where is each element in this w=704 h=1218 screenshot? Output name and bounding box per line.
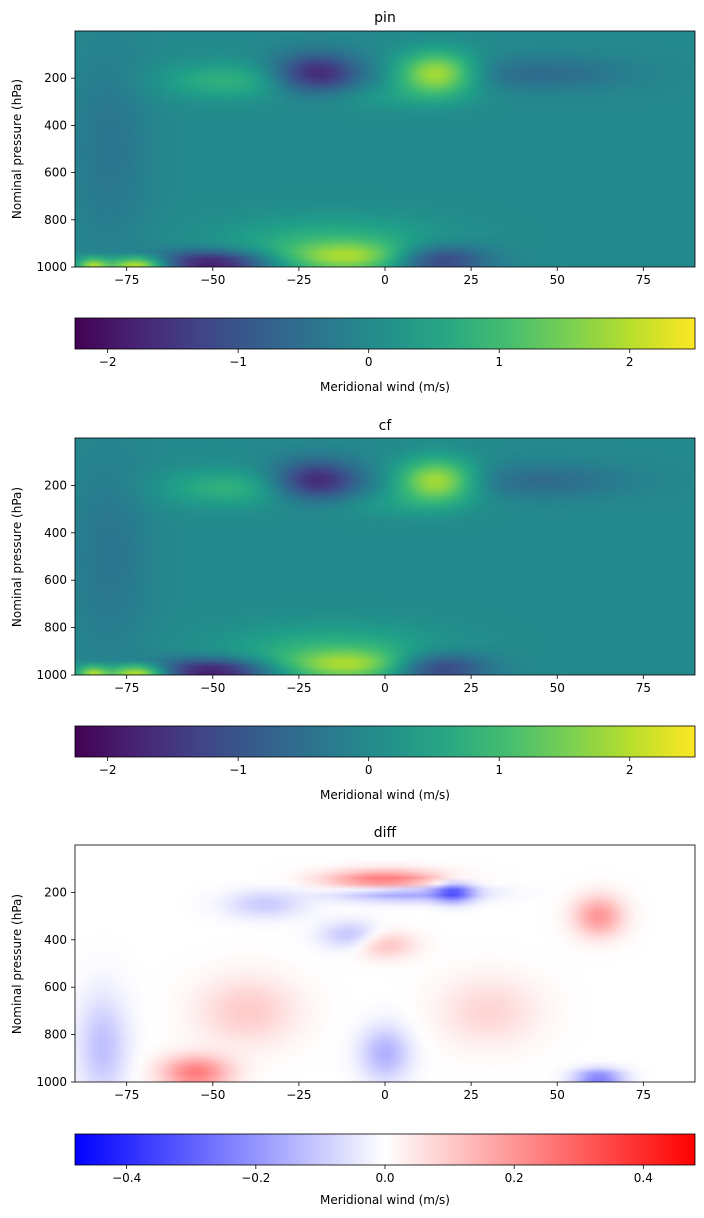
x-tick-label: −25 <box>286 681 311 695</box>
axis-ticks: −75 −50 −25 0 25 50 75 200 400 600 800 1000 <box>36 478 651 695</box>
y-axis-label: Nominal pressure (hPa) <box>10 487 24 627</box>
colorbar-label: Meridional wind (m/s) <box>320 380 450 394</box>
y-tick-label: 1000 <box>36 1075 67 1089</box>
x-tick-label: 25 <box>463 681 478 695</box>
axis-ticks: −75 −50 −25 0 25 50 75 200 400 600 800 1000 <box>36 71 651 287</box>
y-tick-label: 200 <box>44 71 67 85</box>
colorbar-ticks: −2 −1 0 1 2 <box>99 757 634 777</box>
colorbar-ticks: −2 −1 0 1 2 <box>99 349 634 369</box>
x-tick-label: −75 <box>114 1088 139 1102</box>
colorbar-tick-label: −1 <box>229 355 247 369</box>
x-tick-label: 50 <box>550 681 565 695</box>
panel-pin: pin Nominal pressure (hPa) −75 −50 −25 0 25 5… <box>10 10 696 394</box>
x-tick-label: −25 <box>286 273 311 287</box>
colorbar-label: Meridional wind (m/s) <box>320 788 450 802</box>
colorbar <box>74 317 696 350</box>
x-tick-label: 75 <box>636 1088 651 1102</box>
colorbar-tick-label: 1 <box>495 763 503 777</box>
colorbar-tick-label: −0.2 <box>241 1171 270 1185</box>
heatmap-image <box>75 31 695 267</box>
heatmap-image <box>75 845 695 1082</box>
colorbar-tick-label: 0.4 <box>634 1171 653 1185</box>
colorbar-ticks: −0.4 −0.2 0.0 0.2 0.4 <box>112 1165 653 1185</box>
x-tick-label: 50 <box>550 1088 565 1102</box>
x-tick-label: 25 <box>463 1088 478 1102</box>
y-tick-label: 800 <box>44 621 67 635</box>
colorbar-label: Meridional wind (m/s) <box>320 1193 450 1207</box>
chart-title: diff <box>374 825 397 841</box>
y-tick-label: 400 <box>44 118 67 132</box>
x-tick-label: 0 <box>381 1088 389 1102</box>
x-tick-label: 0 <box>381 273 389 287</box>
colorbar-tick-label: 2 <box>626 355 634 369</box>
colorbar-tick-label: 0 <box>365 355 373 369</box>
axis-ticks: −75 −50 −25 0 25 50 75 200 400 600 800 1000 <box>36 885 651 1102</box>
y-axis-label: Nominal pressure (hPa) <box>10 79 24 219</box>
x-tick-label: 75 <box>636 273 651 287</box>
x-tick-label: −25 <box>286 1088 311 1102</box>
x-tick-label: 75 <box>636 681 651 695</box>
y-tick-label: 600 <box>44 980 67 994</box>
y-tick-label: 200 <box>44 478 67 492</box>
x-tick-label: −50 <box>200 681 225 695</box>
chart-title: cf <box>379 418 393 434</box>
x-tick-label: 0 <box>381 681 389 695</box>
y-axis-label: Nominal pressure (hPa) <box>10 894 24 1034</box>
x-tick-label: −50 <box>200 273 225 287</box>
panel-cf: cf Nominal pressure (hPa) −75 −50 −25 0 25 50… <box>10 418 696 802</box>
panel-diff: diff Nominal pressure (hPa) −75 −50 −25 0 25… <box>10 825 696 1207</box>
colorbar-tick-label: 0.0 <box>375 1171 394 1185</box>
x-tick-label: 25 <box>463 273 478 287</box>
colorbar <box>74 725 696 758</box>
y-tick-label: 800 <box>44 213 67 227</box>
x-tick-label: −75 <box>114 273 139 287</box>
x-tick-label: −75 <box>114 681 139 695</box>
colorbar-tick-label: 2 <box>626 763 634 777</box>
y-tick-label: 800 <box>44 1028 67 1042</box>
colorbar-tick-label: 1 <box>495 355 503 369</box>
y-tick-label: 400 <box>44 933 67 947</box>
colorbar-tick-label: 0 <box>365 763 373 777</box>
colorbar-tick-label: −0.4 <box>112 1171 141 1185</box>
heatmap-image <box>75 438 695 675</box>
colorbar-tick-label: −1 <box>229 763 247 777</box>
colorbar-tick-label: −2 <box>99 763 117 777</box>
y-tick-label: 1000 <box>36 260 67 274</box>
colorbar-tick-label: −2 <box>99 355 117 369</box>
x-tick-label: 50 <box>550 273 565 287</box>
y-tick-label: 600 <box>44 166 67 180</box>
chart-title: pin <box>374 10 396 26</box>
colorbar <box>74 1133 696 1166</box>
x-tick-label: −50 <box>200 1088 225 1102</box>
y-tick-label: 1000 <box>36 668 67 682</box>
colorbar-tick-label: 0.2 <box>505 1171 524 1185</box>
y-tick-label: 400 <box>44 526 67 540</box>
y-tick-label: 600 <box>44 573 67 587</box>
y-tick-label: 200 <box>44 885 67 899</box>
